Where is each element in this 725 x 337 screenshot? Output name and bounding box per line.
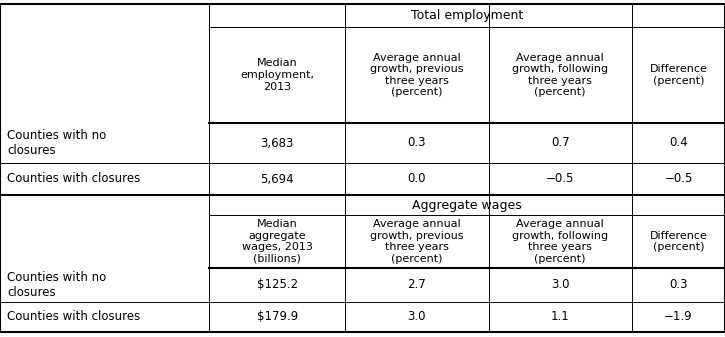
Text: Difference
(percent): Difference (percent) [650, 231, 708, 252]
Text: −1.9: −1.9 [664, 310, 693, 324]
Text: Total employment: Total employment [411, 9, 523, 22]
Text: 0.0: 0.0 [407, 173, 426, 185]
Text: 0.3: 0.3 [407, 136, 426, 150]
Text: 0.7: 0.7 [551, 136, 570, 150]
Text: 0.3: 0.3 [669, 278, 688, 292]
Text: −0.5: −0.5 [546, 173, 574, 185]
Text: 2.7: 2.7 [407, 278, 426, 292]
Text: Average annual
growth, following
three years
(percent): Average annual growth, following three y… [512, 219, 608, 264]
Text: 3.0: 3.0 [407, 310, 426, 324]
Text: Counties with closures: Counties with closures [7, 173, 141, 185]
Text: Average annual
growth, previous
three years
(percent): Average annual growth, previous three ye… [370, 219, 463, 264]
Text: 3,683: 3,683 [260, 136, 294, 150]
Text: Average annual
growth, previous
three years
(percent): Average annual growth, previous three ye… [370, 53, 463, 97]
Text: Median
aggregate
wages, 2013
(billions): Median aggregate wages, 2013 (billions) [241, 219, 312, 264]
Text: Difference
(percent): Difference (percent) [650, 64, 708, 86]
Text: 0.4: 0.4 [669, 136, 688, 150]
Text: Median
employment,
2013: Median employment, 2013 [240, 58, 314, 92]
Text: Aggregate wages: Aggregate wages [413, 198, 522, 212]
Text: $125.2: $125.2 [257, 278, 298, 292]
Text: Average annual
growth, following
three years
(percent): Average annual growth, following three y… [512, 53, 608, 97]
Text: 5,694: 5,694 [260, 173, 294, 185]
Text: Counties with closures: Counties with closures [7, 310, 141, 324]
Text: $179.9: $179.9 [257, 310, 298, 324]
Text: 3.0: 3.0 [551, 278, 569, 292]
Text: Counties with no
closures: Counties with no closures [7, 129, 107, 157]
Text: 1.1: 1.1 [551, 310, 570, 324]
Text: −0.5: −0.5 [664, 173, 692, 185]
Text: Counties with no
closures: Counties with no closures [7, 271, 107, 299]
